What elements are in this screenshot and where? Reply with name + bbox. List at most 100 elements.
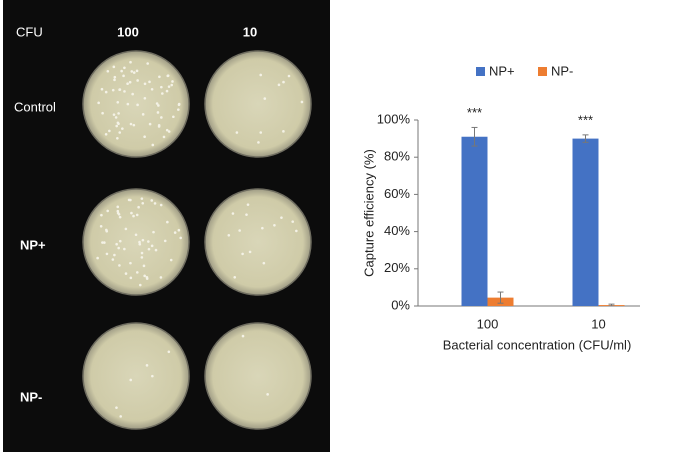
colony bbox=[155, 102, 159, 105]
colony bbox=[177, 228, 181, 232]
colony bbox=[123, 247, 126, 251]
photo-row-label: NP- bbox=[20, 389, 42, 404]
colony bbox=[282, 130, 285, 133]
colony bbox=[99, 224, 103, 228]
colony bbox=[101, 241, 104, 244]
colony bbox=[136, 103, 139, 107]
colony bbox=[233, 275, 237, 279]
colony bbox=[150, 87, 154, 91]
photo-column-label: 10 bbox=[243, 24, 257, 39]
error-bar bbox=[471, 126, 478, 147]
photo-header: CFU bbox=[16, 24, 43, 39]
y-axis-label: Capture efficiency (%) bbox=[361, 149, 376, 277]
colony bbox=[295, 229, 298, 233]
colony bbox=[138, 242, 142, 246]
colony bbox=[105, 229, 109, 233]
colony bbox=[104, 90, 108, 94]
colony bbox=[135, 69, 139, 73]
colony bbox=[119, 415, 122, 418]
colony bbox=[287, 74, 291, 78]
colony bbox=[160, 116, 163, 119]
colony bbox=[140, 251, 144, 255]
colony bbox=[167, 85, 171, 88]
colony bbox=[140, 197, 144, 200]
colony bbox=[177, 103, 181, 107]
colony bbox=[143, 135, 146, 138]
colony bbox=[148, 80, 151, 84]
colony bbox=[118, 215, 122, 219]
colony bbox=[259, 73, 263, 77]
legend-label: NP+ bbox=[489, 63, 515, 78]
colony bbox=[129, 261, 132, 265]
colony bbox=[165, 128, 169, 132]
colony bbox=[150, 244, 154, 248]
y-tick-label: 20% bbox=[384, 260, 410, 275]
petri-dish bbox=[204, 188, 312, 296]
colony bbox=[142, 264, 146, 268]
colony bbox=[138, 240, 141, 244]
colony bbox=[291, 220, 295, 223]
colony bbox=[151, 143, 155, 147]
colony bbox=[116, 209, 120, 213]
colony bbox=[136, 79, 139, 82]
colony bbox=[116, 136, 119, 140]
colony bbox=[124, 227, 128, 231]
colony bbox=[115, 406, 118, 409]
petri-dish bbox=[204, 50, 312, 158]
bar bbox=[572, 138, 599, 306]
colony bbox=[113, 78, 116, 82]
colony bbox=[248, 250, 252, 254]
colony bbox=[159, 276, 163, 279]
colony bbox=[152, 230, 155, 234]
colony bbox=[261, 226, 264, 230]
colony bbox=[262, 261, 266, 265]
colony bbox=[277, 83, 281, 87]
colony bbox=[177, 108, 180, 111]
colony bbox=[117, 112, 120, 115]
colony bbox=[111, 258, 115, 261]
colony bbox=[147, 247, 151, 251]
colony bbox=[126, 82, 129, 86]
colony bbox=[101, 111, 104, 115]
colony bbox=[129, 60, 132, 64]
y-tick-label: 100% bbox=[377, 111, 411, 126]
colony bbox=[106, 69, 110, 73]
photo-panel: CFU 100 10 Control NP+ NP- bbox=[3, 0, 330, 452]
petri-dish bbox=[82, 322, 190, 430]
colony bbox=[128, 80, 132, 84]
colony bbox=[130, 70, 134, 73]
colony bbox=[241, 252, 244, 256]
colony bbox=[235, 131, 239, 134]
colony bbox=[156, 111, 160, 114]
colony bbox=[300, 100, 304, 104]
colony bbox=[162, 135, 166, 139]
colony bbox=[135, 271, 139, 274]
colony bbox=[231, 212, 235, 215]
colony bbox=[113, 75, 117, 79]
colony bbox=[132, 214, 135, 218]
colony bbox=[158, 75, 161, 79]
colony bbox=[172, 115, 175, 119]
y-tick-label: 40% bbox=[384, 223, 410, 238]
colony bbox=[246, 203, 250, 206]
colony bbox=[129, 378, 133, 382]
colony bbox=[105, 252, 109, 256]
colony bbox=[146, 62, 149, 65]
y-tick-label: 60% bbox=[384, 186, 410, 201]
colony bbox=[118, 88, 122, 91]
y-tick-label: 80% bbox=[384, 149, 410, 164]
colony bbox=[114, 116, 118, 119]
colony bbox=[171, 80, 174, 83]
colony bbox=[165, 89, 169, 93]
colony bbox=[118, 131, 122, 134]
colony bbox=[166, 74, 170, 77]
annotation: *** bbox=[578, 112, 593, 127]
error-bar bbox=[497, 291, 504, 304]
colony bbox=[153, 202, 157, 205]
colony bbox=[266, 393, 269, 396]
x-tick-label: 100 bbox=[477, 316, 499, 331]
colony bbox=[106, 209, 109, 213]
colony bbox=[129, 276, 133, 280]
colony bbox=[141, 113, 145, 116]
colony bbox=[116, 205, 120, 209]
